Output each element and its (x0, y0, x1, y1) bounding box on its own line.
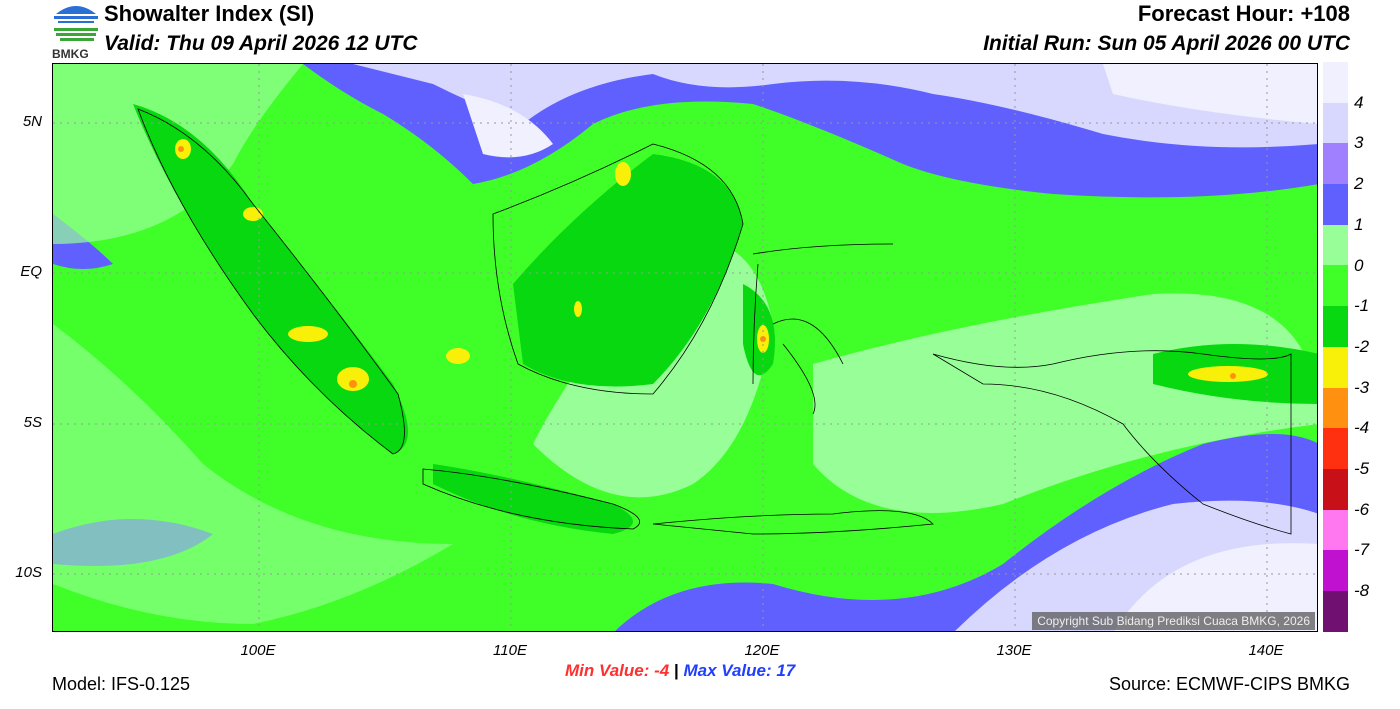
copyright-notice: Copyright Sub Bidang Prediksi Cuaca BMKG… (1032, 612, 1315, 630)
colorbar-band (1323, 265, 1348, 307)
max-value: Max Value: 17 (683, 661, 796, 680)
colorbar-band (1323, 102, 1348, 144)
source-label: Source: ECMWF-CIPS BMKG (1108, 674, 1350, 694)
colorbar (1323, 62, 1348, 632)
colorbar-label: 3 (1354, 133, 1364, 153)
colorbar-label: -5 (1354, 459, 1370, 478)
colorbar-label: 2 (1354, 174, 1364, 194)
colorbar-band (1323, 550, 1348, 591)
lon-label: 130E (996, 642, 1032, 659)
graticule (53, 64, 1317, 631)
forecast-hour: Forecast Hour: +108 (1137, 1, 1350, 26)
si-field (53, 64, 1317, 631)
separator: | (673, 661, 679, 680)
colorbar-band (1323, 428, 1348, 469)
colorbar-label: -8 (1354, 581, 1370, 601)
stable-zone-north-light (353, 64, 1317, 148)
colorbar-label: -7 (1354, 540, 1370, 560)
min-value: Min Value: -4 (565, 661, 670, 680)
map-panel: Copyright Sub Bidang Prediksi Cuaca BMKG… (52, 63, 1318, 632)
colorbar-label: -4 (1354, 418, 1370, 438)
colorbar-band (1323, 224, 1348, 266)
lon-label: 100E (240, 642, 276, 659)
logo-text: BMKG (52, 47, 89, 61)
initial-run: Initial Run: Sun 05 April 2026 00 UTC (983, 32, 1350, 55)
high-instability-spots (175, 139, 1268, 391)
lon-label: 120E (744, 642, 780, 659)
colorbar-label: -6 (1354, 499, 1370, 519)
borneo-region (513, 154, 743, 387)
lon-label: 140E (1248, 642, 1284, 659)
chart-title: Showalter Index (SI) (104, 1, 315, 26)
java-region (433, 464, 633, 534)
min-max-values: Min Value: -4 | Max Value: 17 (565, 661, 795, 681)
colorbar-band (1323, 387, 1348, 429)
valid-time: Valid: Thu 09 April 2026 12 UTC (104, 32, 418, 55)
colorbar-band (1323, 306, 1348, 347)
lon-label: 110E (493, 642, 527, 659)
lat-label: 5N (22, 113, 42, 130)
lat-label: EQ (20, 263, 42, 280)
colorbar-label: 1 (1354, 214, 1364, 234)
colorbar-label: -1 (1354, 296, 1370, 316)
colorbar-band (1323, 509, 1348, 551)
lat-label: 5S (23, 414, 42, 431)
lat-label: 10S (15, 564, 42, 581)
bmkg-logo (54, 6, 98, 41)
colorbar-label: -3 (1354, 377, 1370, 397)
coastlines (137, 108, 1292, 535)
colorbar-label: 0 (1354, 255, 1364, 275)
colorbar-band (1323, 184, 1348, 225)
colorbar-band (1323, 468, 1348, 510)
colorbar-band (1323, 590, 1348, 632)
colorbar-band (1323, 62, 1348, 103)
colorbar-band (1323, 143, 1348, 185)
colorbar-label: -2 (1354, 336, 1370, 356)
colorbar-band (1323, 346, 1348, 388)
sumatra-region (133, 104, 408, 454)
model-label: Model: IFS-0.125 (52, 674, 191, 694)
colorbar-label: 4 (1354, 92, 1364, 112)
